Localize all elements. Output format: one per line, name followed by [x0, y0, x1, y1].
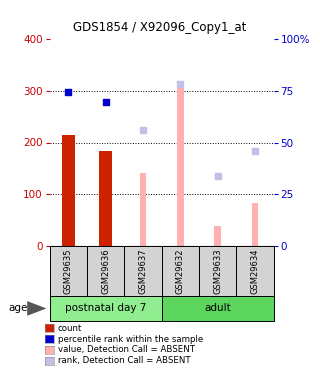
Bar	[162, 246, 199, 296]
Bar	[177, 87, 184, 246]
Bar	[62, 135, 75, 246]
Text: age: age	[8, 303, 28, 313]
Bar	[140, 173, 146, 246]
Point	[140, 127, 146, 133]
Text: GSM29633: GSM29633	[213, 248, 222, 294]
Bar	[124, 246, 162, 296]
Point	[215, 173, 220, 179]
Bar	[50, 296, 162, 321]
Text: GSM29637: GSM29637	[139, 248, 148, 294]
Text: postnatal day 7: postnatal day 7	[65, 303, 146, 313]
Bar	[87, 246, 124, 296]
Point	[103, 99, 108, 105]
Bar	[50, 246, 87, 296]
Text: adult: adult	[204, 303, 231, 313]
Bar	[199, 246, 236, 296]
Text: rank, Detection Call = ABSENT: rank, Detection Call = ABSENT	[58, 356, 190, 365]
Text: GSM29635: GSM29635	[64, 248, 73, 294]
Text: value, Detection Call = ABSENT: value, Detection Call = ABSENT	[58, 345, 195, 354]
Point	[178, 81, 183, 87]
Text: percentile rank within the sample: percentile rank within the sample	[58, 334, 203, 344]
Point	[252, 148, 258, 154]
Text: GSM29636: GSM29636	[101, 248, 110, 294]
Text: GDS1854 / X92096_Copy1_at: GDS1854 / X92096_Copy1_at	[73, 21, 247, 34]
Bar	[99, 151, 112, 246]
Bar	[252, 203, 258, 246]
Bar	[162, 296, 274, 321]
Text: count: count	[58, 324, 82, 333]
Bar	[236, 246, 274, 296]
Point	[66, 89, 71, 95]
Text: GSM29632: GSM29632	[176, 248, 185, 294]
Text: GSM29634: GSM29634	[251, 248, 260, 294]
Polygon shape	[27, 301, 46, 316]
Bar	[214, 226, 221, 246]
